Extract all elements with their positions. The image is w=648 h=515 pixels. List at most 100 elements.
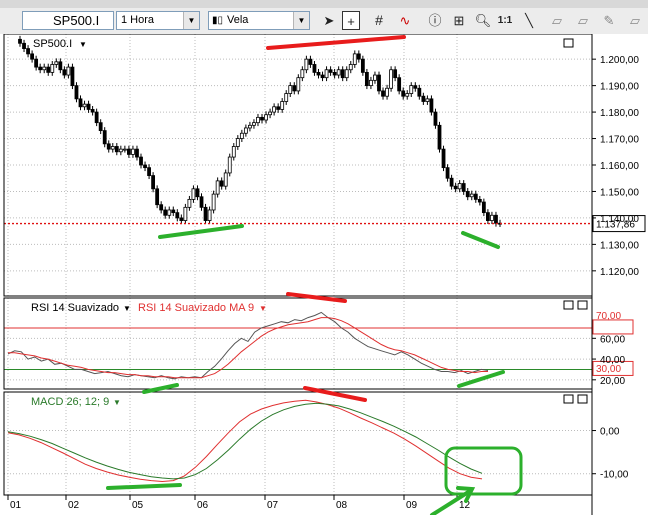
candle: [382, 91, 385, 96]
macd-panel-label[interactable]: MACD 26; 12; 9: [31, 396, 109, 408]
candle: [196, 189, 199, 197]
candle: [289, 86, 292, 94]
chevron-down-icon[interactable]: ▼: [259, 304, 267, 313]
candle: [353, 54, 356, 65]
x-axis-tick-label: 06: [197, 500, 209, 511]
candle: [438, 125, 441, 149]
candle: [83, 104, 86, 107]
grid-icon[interactable]: #: [370, 11, 388, 30]
candle: [19, 39, 22, 43]
candle: [148, 168, 151, 176]
candle: [39, 67, 42, 70]
candle: [341, 70, 344, 78]
candle: [410, 86, 413, 94]
trendline-icon[interactable]: ╲: [520, 11, 538, 30]
candle: [321, 75, 324, 78]
candle: [309, 59, 312, 64]
cursor-icon[interactable]: ➤: [320, 11, 338, 30]
candle: [486, 213, 489, 221]
price-axis-tick-label: 1.140,00: [600, 214, 639, 225]
indicator-icon[interactable]: ∿: [396, 11, 414, 30]
candle: [490, 215, 493, 220]
candle: [168, 210, 171, 215]
price-panel-label[interactable]: SP500.I: [33, 38, 72, 50]
candle: [329, 70, 332, 73]
candle: [406, 94, 409, 97]
candle: [345, 70, 348, 78]
candle: [248, 125, 251, 128]
add-panel-icon[interactable]: ⊞: [450, 11, 468, 30]
candle: [390, 70, 393, 89]
chart-style-select[interactable]: ▮▯ Vela ▼: [208, 11, 310, 30]
candle: [220, 181, 223, 186]
candle: [273, 107, 276, 112]
chevron-down-icon[interactable]: ▼: [123, 304, 131, 313]
candle: [422, 96, 425, 101]
candle: [228, 157, 231, 173]
candle: [494, 215, 497, 223]
candle: [135, 149, 138, 157]
pen-icon[interactable]: ✎: [600, 11, 618, 30]
candle: [160, 205, 163, 210]
candle: [131, 149, 134, 154]
candle: [377, 75, 380, 91]
candle: [43, 67, 46, 70]
candle: [31, 54, 34, 59]
candle: [156, 189, 159, 205]
candle: [176, 213, 179, 218]
chart-area[interactable]: 1.137,86 1.200,00 1.190,00 1.180,00 1.170,0…: [0, 34, 648, 515]
candle: [107, 144, 110, 149]
crosshair-icon[interactable]: +: [342, 11, 360, 30]
x-axis-tick-label: 08: [336, 500, 348, 511]
candle: [216, 181, 219, 194]
zoom-1to1-button[interactable]: 1:1: [496, 11, 514, 30]
candle: [325, 70, 328, 78]
candle: [482, 202, 485, 213]
candle: [59, 62, 62, 70]
candle: [414, 86, 417, 89]
candle: [357, 54, 360, 59]
candle: [269, 112, 272, 115]
candle: [333, 72, 336, 75]
chevron-down-icon[interactable]: ▼: [293, 12, 309, 29]
price-axis-tick-label: 1.150,00: [600, 187, 639, 198]
candle: [337, 70, 340, 75]
candle: [349, 64, 352, 69]
candle: [99, 123, 102, 131]
chevron-down-icon[interactable]: ▼: [113, 398, 121, 407]
candle: [434, 112, 437, 125]
symbol-field[interactable]: SP500.I: [22, 11, 114, 30]
candle: [180, 218, 183, 221]
eraser-all-icon[interactable]: ▱: [574, 11, 592, 30]
eraser-icon[interactable]: ▱: [548, 11, 566, 30]
rsi-panel-label[interactable]: RSI 14 Suavizado: [31, 302, 119, 314]
candle: [224, 173, 227, 186]
candle: [462, 184, 465, 192]
zoom-icon[interactable]: 🔍︎: [474, 11, 492, 30]
candle: [192, 189, 195, 200]
candle: [127, 149, 130, 154]
candle: [164, 210, 167, 215]
candle: [111, 146, 114, 149]
candle: [474, 194, 477, 199]
price-axis-tick-label: 1.130,00: [600, 240, 639, 251]
candle: [256, 117, 259, 122]
candle: [115, 146, 118, 151]
chart-toolbar: SP500.I 1 Hora ▼ ▮▯ Vela ▼ ➤ + # ∿ ⓘ ⊞ 🔍…: [0, 8, 648, 35]
candle: [458, 184, 461, 189]
timeframe-select[interactable]: 1 Hora ▼: [116, 11, 200, 30]
timeframe-value: 1 Hora: [121, 14, 154, 26]
chevron-down-icon[interactable]: ▼: [79, 40, 87, 49]
info-icon[interactable]: ⓘ: [426, 11, 444, 30]
candle: [402, 91, 405, 96]
rsi-ma-panel-label[interactable]: RSI 14 Suavizado MA 9: [138, 302, 254, 314]
candle: [140, 157, 143, 165]
candle: [478, 199, 481, 202]
candle: [200, 197, 203, 208]
price-axis-tick-label: 1.120,00: [600, 267, 639, 278]
price-axis-tick-label: 1.200,00: [600, 55, 639, 66]
candle: [95, 112, 98, 123]
more-tools-icon[interactable]: ▱: [626, 11, 644, 30]
chevron-down-icon[interactable]: ▼: [183, 12, 199, 29]
candle: [365, 72, 368, 85]
